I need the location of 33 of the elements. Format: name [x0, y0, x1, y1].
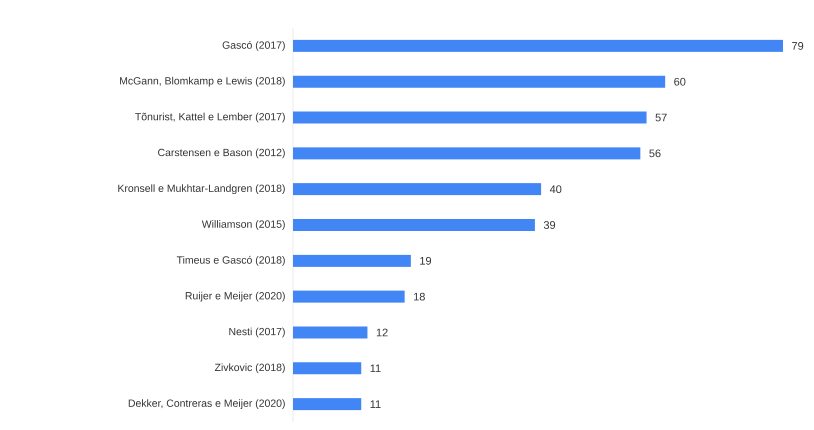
data-label: 56: [649, 149, 661, 158]
y-tick-label: Timeus e Gascó (2018): [176, 256, 285, 266]
bar: [293, 326, 368, 338]
data-label: 19: [420, 256, 432, 265]
y-tick-label: Ruijer e Meijer (2020): [186, 292, 285, 302]
y-tick-label: Zivkovic (2018): [214, 363, 285, 374]
bar: [293, 112, 647, 124]
y-tick-label: Kronsell e Mukhtar-Landgren (2018): [118, 184, 285, 194]
data-label: 57: [656, 114, 667, 122]
y-tick-label: Nesti (2017): [229, 328, 285, 338]
bar: [293, 76, 666, 88]
bar: [293, 254, 411, 267]
data-label: 11: [370, 364, 381, 372]
y-tick-label: McGann, Blomkamp e Lewis (2018): [120, 76, 285, 87]
y-tick-label: Tõnurist, Kattel e Lember (2017): [135, 112, 285, 122]
data-label: 39: [544, 221, 556, 229]
bar: [293, 219, 535, 232]
bar: [293, 290, 405, 303]
y-tick-label: Carstensen e Bason (2012): [158, 148, 285, 158]
data-label: 18: [414, 292, 425, 301]
bar: [293, 183, 542, 196]
data-label: 11: [370, 400, 381, 408]
bar: [293, 40, 784, 52]
bar: [293, 362, 362, 374]
data-label: 12: [376, 328, 388, 336]
y-tick-label: Dekker, Contreras e Meijer (2020): [128, 399, 285, 409]
bar: [293, 147, 640, 160]
data-label: 60: [674, 78, 686, 86]
y-tick-label: Gascó (2017): [222, 40, 285, 51]
y-tick-label: Williamson (2015): [202, 220, 285, 230]
data-label: 40: [550, 185, 562, 194]
bar: [293, 398, 362, 410]
data-label: 79: [792, 42, 804, 50]
